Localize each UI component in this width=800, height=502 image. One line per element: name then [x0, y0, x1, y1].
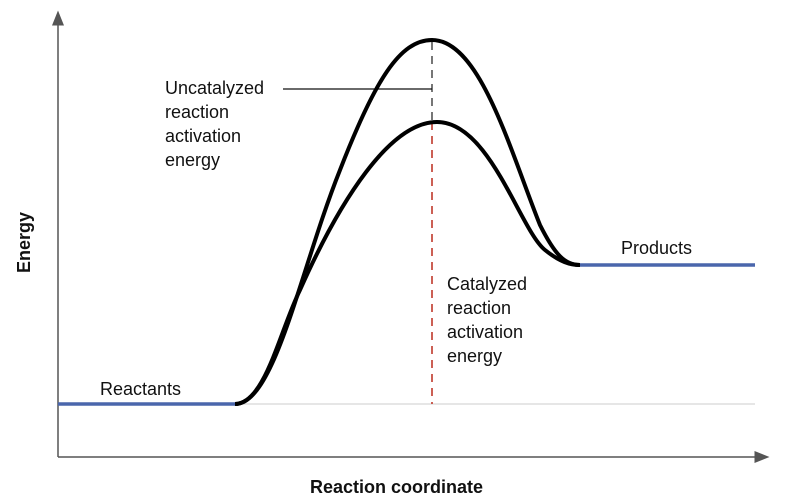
catalyzed-label: Catalyzed reaction activation energy — [447, 274, 528, 366]
reactants-label: Reactants — [100, 379, 182, 399]
uncatalyzed-curve — [234, 37, 581, 406]
catalyzed-curve — [234, 119, 581, 406]
y-axis-title: Energy — [14, 211, 35, 274]
uncatalyzed-label: Uncatalyzed reaction activation energy — [165, 78, 265, 170]
x-axis-title: Reaction coordinate — [310, 477, 484, 497]
products-label: Products — [621, 238, 693, 258]
